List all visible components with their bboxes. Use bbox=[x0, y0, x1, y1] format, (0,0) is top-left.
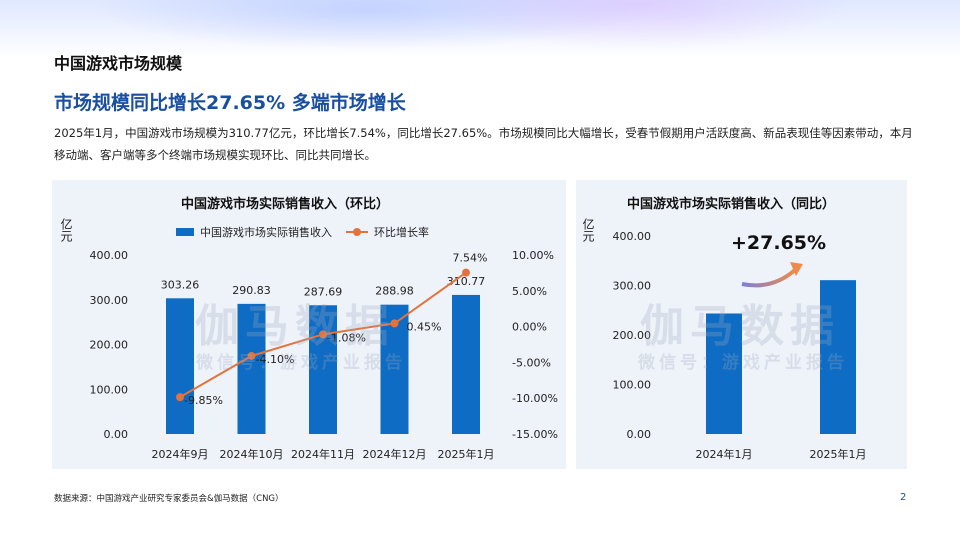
bar-value-label: 288.98 bbox=[375, 285, 414, 298]
legend-line-swatch bbox=[346, 227, 368, 237]
x-axis-tick-label: 2024年9月 bbox=[152, 447, 209, 461]
yoy-revenue-bar bbox=[706, 313, 742, 434]
y2-axis-tick-label: 0.00% bbox=[512, 321, 547, 334]
x-axis-tick-label: 2024年12月 bbox=[363, 447, 427, 461]
yoy-x-axis-tick-label: 2025年1月 bbox=[810, 447, 867, 461]
y2-axis-tick-label: -15.00% bbox=[512, 428, 558, 441]
rate-value-label: -4.10% bbox=[256, 353, 295, 366]
data-source-note: 数据来源：中国游戏产业研究专家委员会&伽马数据（CNG） bbox=[54, 494, 284, 504]
yoy-revenue-bar bbox=[820, 280, 856, 434]
y2-axis-tick-label: 5.00% bbox=[512, 285, 547, 298]
mom-growth-point bbox=[319, 330, 327, 339]
mom-chart-title: 中国游戏市场实际销售收入（环比） bbox=[181, 197, 390, 212]
section-title: 中国游戏市场规模 bbox=[54, 54, 183, 73]
x-axis-tick-label: 2024年11月 bbox=[291, 447, 355, 461]
page-number: 2 bbox=[900, 492, 907, 503]
revenue-bar bbox=[166, 298, 194, 434]
mom-growth-point bbox=[247, 351, 256, 360]
rate-value-label: -9.85% bbox=[184, 394, 223, 407]
y2-axis-tick-label: 10.00% bbox=[512, 249, 554, 262]
x-axis-tick-label: 2024年10月 bbox=[220, 447, 284, 461]
revenue-bar bbox=[452, 294, 480, 434]
rate-value-label: 0.45% bbox=[407, 320, 442, 333]
yoy-y-axis-tick-label: 300.00 bbox=[613, 280, 652, 293]
yoy-y-axis-tick-label: 0.00 bbox=[627, 428, 652, 441]
yoy-growth-annotation: +27.65% bbox=[731, 232, 827, 254]
yoy-y-axis-tick-label: 100.00 bbox=[613, 379, 652, 392]
bar-value-label: 287.69 bbox=[304, 285, 343, 298]
y-axis-tick-label: 200.00 bbox=[90, 339, 129, 352]
y-axis-tick-label: 100.00 bbox=[90, 383, 129, 396]
yoy-y-axis-tick-label: 400.00 bbox=[613, 230, 652, 243]
growth-arrow-icon bbox=[741, 268, 797, 288]
yoy-y-axis-tick-label: 200.00 bbox=[613, 329, 652, 342]
mom-growth-point bbox=[176, 393, 184, 402]
yoy-chart-title: 中国游戏市场实际销售收入（同比） bbox=[627, 197, 836, 212]
y2-axis-tick-label: -5.00% bbox=[512, 356, 551, 369]
y2-axis-tick-label: -10.00% bbox=[512, 392, 558, 405]
legend-bar-label: 中国游戏市场实际销售收入 bbox=[200, 226, 332, 239]
mom-growth-point bbox=[390, 319, 399, 328]
x-axis-tick-label: 2025年1月 bbox=[438, 447, 495, 461]
growth-arrowhead-icon bbox=[790, 262, 803, 276]
legend-line-label: 环比增长率 bbox=[374, 226, 429, 239]
rate-value-label: 7.54% bbox=[453, 252, 488, 265]
revenue-bar bbox=[237, 303, 266, 434]
header-decoration bbox=[0, 0, 960, 58]
yoy-x-axis-tick-label: 2024年1月 bbox=[696, 447, 753, 461]
legend-bar-swatch bbox=[176, 228, 194, 236]
revenue-bar bbox=[309, 305, 337, 434]
y-axis-tick-label: 0.00 bbox=[104, 428, 129, 441]
rate-value-label: -1.08% bbox=[327, 331, 366, 344]
bar-value-label: 310.77 bbox=[447, 275, 486, 288]
yoy-y-unit: 亿元 bbox=[581, 218, 595, 242]
mom-chart-legend: 中国游戏市场实际销售收入 环比增长率 bbox=[176, 224, 429, 240]
headline: 市场规模同比增长27.65% 多端市场增长 bbox=[54, 92, 406, 114]
bar-value-label: 290.83 bbox=[232, 284, 271, 297]
mom-y-unit: 亿元 bbox=[59, 218, 73, 242]
y-axis-tick-label: 400.00 bbox=[90, 249, 129, 262]
bar-value-label: 303.26 bbox=[161, 278, 200, 291]
y-axis-tick-label: 300.00 bbox=[90, 294, 129, 307]
mom-growth-point bbox=[462, 268, 470, 277]
summary-paragraph: 2025年1月，中国游戏市场规模为310.77亿元，环比增长7.54%，同比增长… bbox=[54, 126, 913, 162]
